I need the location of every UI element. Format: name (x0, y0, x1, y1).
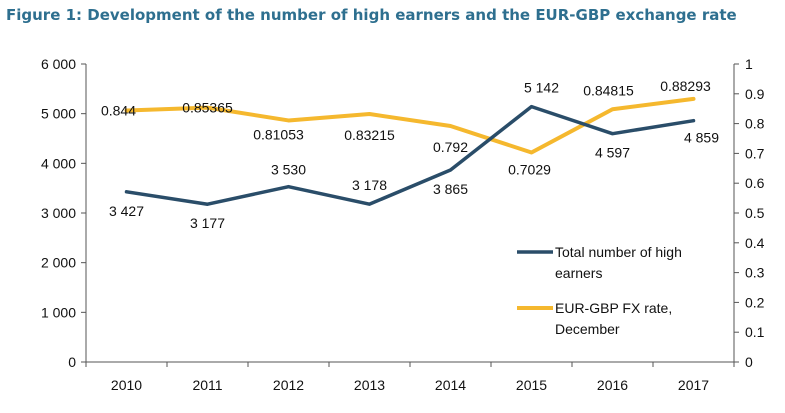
right-tick-label: 0.8 (745, 116, 765, 132)
fx-rate-data-label: 0.88293 (660, 78, 711, 94)
left-tick-label: 1 000 (41, 304, 76, 320)
high-earners-point (530, 105, 533, 109)
x-tick-label: 2012 (273, 377, 304, 393)
high-earners-point (368, 202, 371, 206)
x-tick-label: 2016 (597, 377, 628, 393)
fx-rate-point (125, 108, 128, 112)
x-tick-label: 2015 (516, 377, 547, 393)
right-tick-label: 0.5 (745, 205, 765, 221)
high-earners-series (124, 104, 696, 206)
right-tick-label: 0 (745, 354, 753, 370)
fx-rate-data-label: 0.84815 (583, 82, 634, 98)
fx-rate-data-label: 0.792 (433, 139, 468, 155)
legend: Total number of high earners EUR-GBP FX ra… (517, 244, 682, 337)
axes: 0 1 000 2 000 3 000 4 000 5 000 6 000 0 0.1 0.2 0.… (41, 56, 765, 393)
fx-rate-series (124, 96, 696, 155)
right-tick-label: 0.1 (745, 324, 765, 340)
right-tick-label: 0.7 (745, 145, 765, 161)
right-tick-label: 1 (745, 56, 753, 72)
high-earners-data-label: 5 142 (524, 80, 559, 96)
fx-rate-data-label: 0.81053 (253, 126, 304, 142)
legend-label-high-earners: Total number of high (555, 244, 682, 260)
legend-label-fx-rate: December (555, 321, 620, 337)
x-tick-label: 2010 (111, 377, 142, 393)
high-earners-point (692, 119, 695, 123)
high-earners-data-label: 3 865 (433, 181, 468, 197)
high-earners-point (125, 190, 128, 194)
high-earners-point (611, 132, 614, 136)
high-earners-line (124, 104, 696, 206)
fx-rate-point (530, 151, 533, 155)
high-earners-data-label: 4 597 (595, 145, 630, 161)
legend-label-fx-rate: EUR-GBP FX rate, (555, 300, 672, 316)
left-tick-label: 5 000 (41, 106, 76, 122)
high-earners-data-label: 3 177 (190, 215, 225, 231)
left-tick-label: 3 000 (41, 205, 76, 221)
high-earners-point (449, 168, 452, 172)
fx-rate-point (692, 97, 695, 101)
fx-rate-point (368, 112, 371, 116)
fx-rate-data-label: 0.7029 (508, 162, 551, 178)
fx-rate-point (206, 106, 209, 110)
left-tick-label: 4 000 (41, 155, 76, 171)
left-tick-label: 6 000 (41, 56, 76, 72)
figure-title: Figure 1: Development of the number of h… (6, 6, 737, 24)
right-tick-label: 0.9 (745, 86, 765, 102)
fx-rate-data-label: 0.85365 (182, 100, 233, 116)
high-earners-data-label: 3 178 (352, 177, 387, 193)
high-earners-data-label: 3 427 (109, 203, 144, 219)
high-earners-point (287, 185, 290, 189)
fx-rate-point (287, 118, 290, 122)
left-tick-label: 0 (68, 354, 76, 370)
fx-rate-data-label: 0.83215 (344, 127, 395, 143)
right-tick-label: 0.3 (745, 265, 765, 281)
left-tick-label: 2 000 (41, 255, 76, 271)
fx-rate-line (124, 96, 696, 155)
high-earners-data-label: 4 859 (684, 130, 719, 146)
right-tick-label: 0.2 (745, 294, 765, 310)
fx-rate-point (611, 107, 614, 111)
fx-rate-point (449, 124, 452, 128)
high-earners-data-label: 3 530 (271, 162, 306, 178)
fx-rate-data-label: 0.844 (101, 102, 136, 118)
high-earners-point (206, 202, 209, 206)
legend-label-high-earners: earners (555, 265, 602, 281)
right-tick-label: 0.6 (745, 175, 765, 191)
x-tick-label: 2013 (354, 377, 385, 393)
x-tick-label: 2014 (435, 377, 466, 393)
right-tick-label: 0.4 (745, 235, 765, 251)
data-labels: 3 427 3 177 3 530 3 178 3 865 5 142 4 597 4 859… (101, 78, 719, 231)
x-tick-label: 2017 (678, 377, 709, 393)
x-tick-label: 2011 (192, 377, 222, 393)
